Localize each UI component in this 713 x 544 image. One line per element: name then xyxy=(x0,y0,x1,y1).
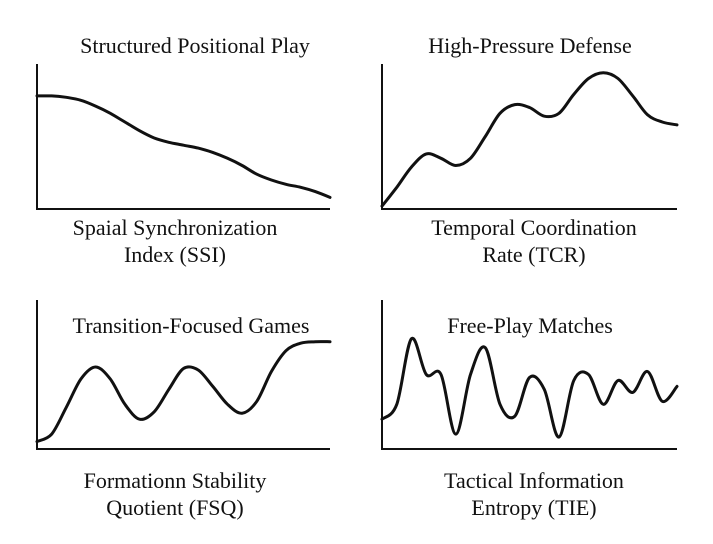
series-line-0 xyxy=(35,94,332,199)
axes xyxy=(381,64,677,210)
axes xyxy=(381,300,677,450)
x-axis-label: Formationn Stability Quotient (FSQ) xyxy=(83,468,267,520)
line-chart xyxy=(380,300,679,450)
chart-title: Free-Play Matches xyxy=(447,313,613,338)
x-axis-label: Tactical Information Entropy (TIE) xyxy=(444,468,624,520)
axes xyxy=(36,64,330,210)
chart-title: Structured Positional Play xyxy=(80,33,310,58)
axes xyxy=(36,300,330,450)
chart-title: Transition-Focused Games xyxy=(72,313,310,338)
chart-title: High-Pressure Defense xyxy=(428,33,632,58)
series-line-0 xyxy=(380,71,679,208)
line-chart xyxy=(35,300,332,450)
line-chart xyxy=(35,64,332,210)
series-line-0 xyxy=(380,337,679,439)
x-axis-label: Temporal Coordination Rate (TCR) xyxy=(431,215,637,267)
series-line-0 xyxy=(35,340,332,444)
line-chart xyxy=(380,64,679,210)
x-axis-label: Spaial Synchronization Index (SSI) xyxy=(72,215,278,267)
